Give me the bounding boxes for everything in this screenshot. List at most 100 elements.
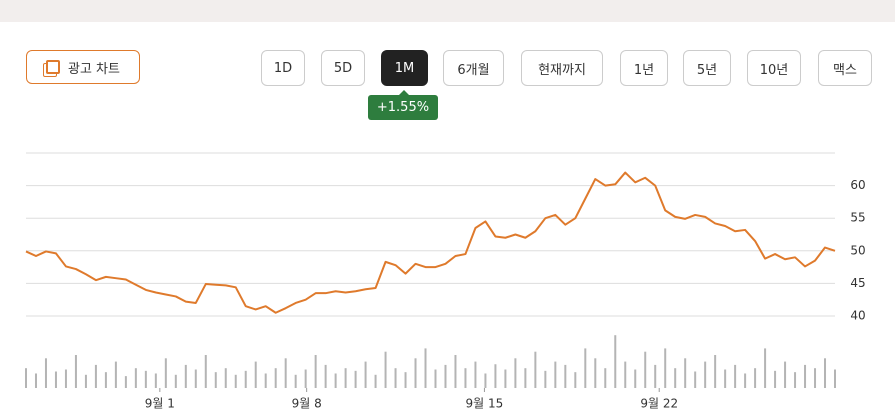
volume-bar <box>34 373 37 388</box>
volume-bar <box>754 368 757 388</box>
x-tick-label: 9월 22 <box>640 397 678 411</box>
volume-bar <box>224 368 227 388</box>
volume-bar <box>454 355 457 388</box>
volume-bar <box>234 374 237 388</box>
range-button[interactable]: 1D <box>261 50 305 86</box>
price-line <box>25 171 836 314</box>
volume-bar <box>64 369 67 388</box>
volume-bar <box>684 358 687 388</box>
volume-bar <box>204 355 207 388</box>
volume-bar <box>564 364 567 388</box>
volume-bar <box>444 364 447 388</box>
volume-bar <box>584 348 587 388</box>
y-tick-label: 45 <box>850 276 865 290</box>
volume-bar <box>424 348 427 388</box>
volume-bar <box>354 370 357 388</box>
volume-bar <box>624 361 627 388</box>
volume-bar <box>804 364 807 388</box>
volume-bar <box>94 364 97 388</box>
volume-bar <box>264 373 267 388</box>
volume-bar <box>244 370 247 388</box>
volume-bar <box>104 372 107 388</box>
volume-bar <box>534 351 537 388</box>
volume-bar <box>44 358 47 388</box>
range-button[interactable]: 현재까지 <box>521 50 603 86</box>
range-button[interactable]: 10년 <box>747 50 801 86</box>
volume-bar <box>114 361 117 388</box>
volume-bar <box>184 364 187 388</box>
volume-bar <box>214 372 217 388</box>
volume-bar <box>74 355 77 388</box>
volume-bar <box>574 372 577 388</box>
y-tick-label: 50 <box>850 243 865 257</box>
volume-bar <box>194 369 197 388</box>
volume-bar <box>654 364 657 388</box>
volume-bar <box>384 351 387 388</box>
volume-bar <box>254 361 257 388</box>
ad-chart-button[interactable]: 광고 차트 <box>26 50 140 84</box>
range-button[interactable]: 5년 <box>683 50 731 86</box>
range-button[interactable]: 5D <box>321 50 365 86</box>
volume-bar <box>834 369 836 388</box>
volume-bar <box>604 368 607 388</box>
volume-bar <box>414 358 417 388</box>
range-button[interactable]: 6개월 <box>443 50 504 86</box>
top-bar <box>0 0 895 22</box>
volume-bar <box>274 368 277 388</box>
x-tick-label: 9월 1 <box>145 397 175 411</box>
volume-bar <box>54 371 57 388</box>
volume-bar <box>374 374 377 388</box>
volume-bar <box>794 372 797 388</box>
volume-bar <box>25 368 27 388</box>
volume-bar <box>484 373 487 388</box>
y-tick-label: 40 <box>850 309 865 323</box>
volume-bar <box>724 369 727 388</box>
volume-bar <box>144 370 147 388</box>
volume-bar <box>434 369 437 388</box>
volume-bar <box>404 372 407 388</box>
volume-bar <box>164 358 167 388</box>
volume-bar <box>364 361 367 388</box>
volume-bar <box>694 371 697 388</box>
x-tick-label: 9월 8 <box>292 397 322 411</box>
icon <box>46 60 60 74</box>
volume-bar <box>394 368 397 388</box>
volume-bar <box>704 361 707 388</box>
range-button[interactable]: 1년 <box>620 50 668 86</box>
volume-bar <box>814 368 817 388</box>
volume-bar <box>744 373 747 388</box>
volume-bar <box>644 351 647 388</box>
range-button[interactable]: 1M <box>381 50 428 86</box>
volume-bar <box>504 369 507 388</box>
range-button[interactable]: 맥스 <box>818 50 872 86</box>
volume-bar <box>124 376 127 388</box>
volume-bar <box>824 358 827 388</box>
volume-bar <box>474 361 477 388</box>
volume-bar <box>344 368 347 388</box>
volume-bar <box>464 368 467 388</box>
volume-bar <box>764 348 767 388</box>
volume-bar <box>294 374 297 388</box>
y-tick-label: 55 <box>850 211 865 225</box>
volume-bar <box>784 361 787 388</box>
x-tick-label: 9월 15 <box>466 397 504 411</box>
volume-bar <box>284 358 287 388</box>
volume-bar <box>174 374 177 388</box>
volume-bar <box>84 374 87 388</box>
volume-bar <box>304 369 307 388</box>
volume-bar <box>714 355 717 388</box>
volume-bar <box>314 355 317 388</box>
volume-bar <box>594 358 597 388</box>
volume-bar <box>634 369 637 388</box>
volume-bar <box>614 335 617 388</box>
volume-bar <box>514 358 517 388</box>
volume-bar <box>674 368 677 388</box>
volume-bar <box>734 364 737 388</box>
volume-bar <box>334 373 337 388</box>
volume-bar <box>154 373 157 388</box>
volume-bar <box>774 370 777 388</box>
volume-bar <box>524 368 527 388</box>
change-badge: +1.55% <box>368 90 438 120</box>
